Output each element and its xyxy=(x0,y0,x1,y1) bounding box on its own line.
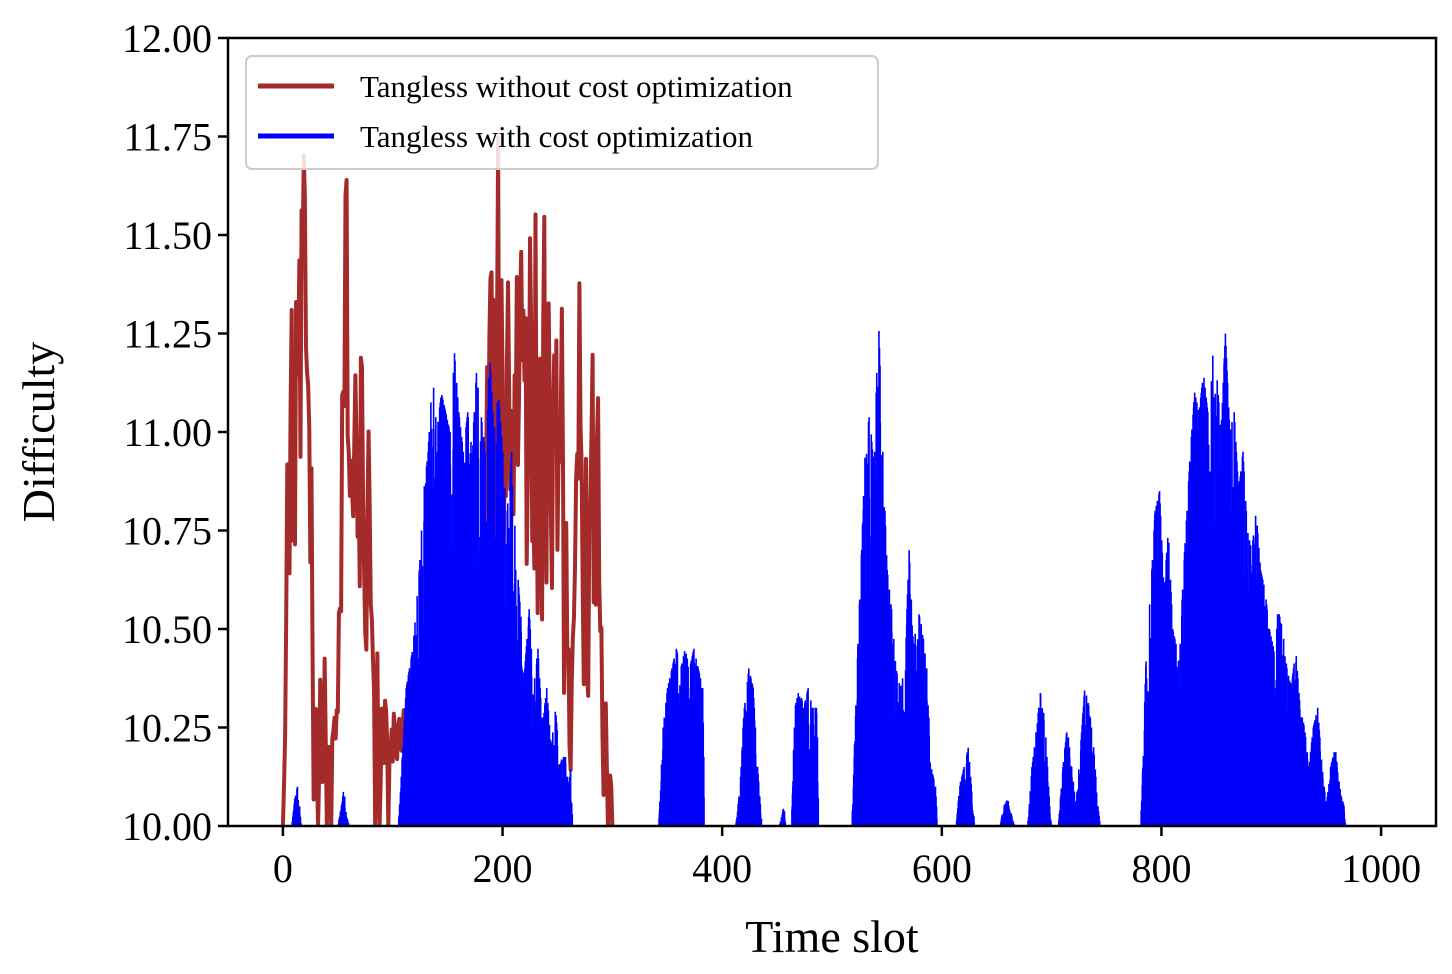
y-tick-label: 12.00 xyxy=(122,16,212,61)
x-axis-title: Time slot xyxy=(745,911,919,962)
plot-area xyxy=(226,36,1438,828)
y-tick-label: 11.00 xyxy=(123,410,212,455)
x-tick-label: 800 xyxy=(1131,846,1191,891)
x-tick-label: 200 xyxy=(473,846,533,891)
x-tick-label: 0 xyxy=(273,846,293,891)
x-tick-label: 400 xyxy=(692,846,752,891)
legend: Tangless without cost optimization Tangl… xyxy=(245,55,879,170)
x-axis: 0 200 400 600 800 1000 xyxy=(273,826,1421,891)
legend-label-series-1: Tangless without cost optimization xyxy=(360,69,793,104)
y-tick-label: 11.75 xyxy=(123,115,212,160)
x-tick-label: 1000 xyxy=(1341,846,1421,891)
legend-box xyxy=(245,55,879,170)
y-tick-label: 10.25 xyxy=(122,706,212,751)
y-tick-label: 10.50 xyxy=(122,607,212,652)
y-tick-label: 10.00 xyxy=(122,804,212,849)
y-axis: 10.00 10.25 10.50 10.75 11.00 11.25 11.50 11.75… xyxy=(122,16,228,849)
y-axis-title: Difficulty xyxy=(13,342,64,523)
series-layer xyxy=(280,135,1382,826)
x-tick-label: 600 xyxy=(912,846,972,891)
y-tick-label: 11.50 xyxy=(123,213,212,258)
legend-label-series-2: Tangless with cost optimization xyxy=(360,119,754,154)
y-tick-label: 11.25 xyxy=(123,312,212,357)
series-line-with-cost-optimization xyxy=(282,331,1382,826)
y-tick-label: 10.75 xyxy=(122,509,212,554)
